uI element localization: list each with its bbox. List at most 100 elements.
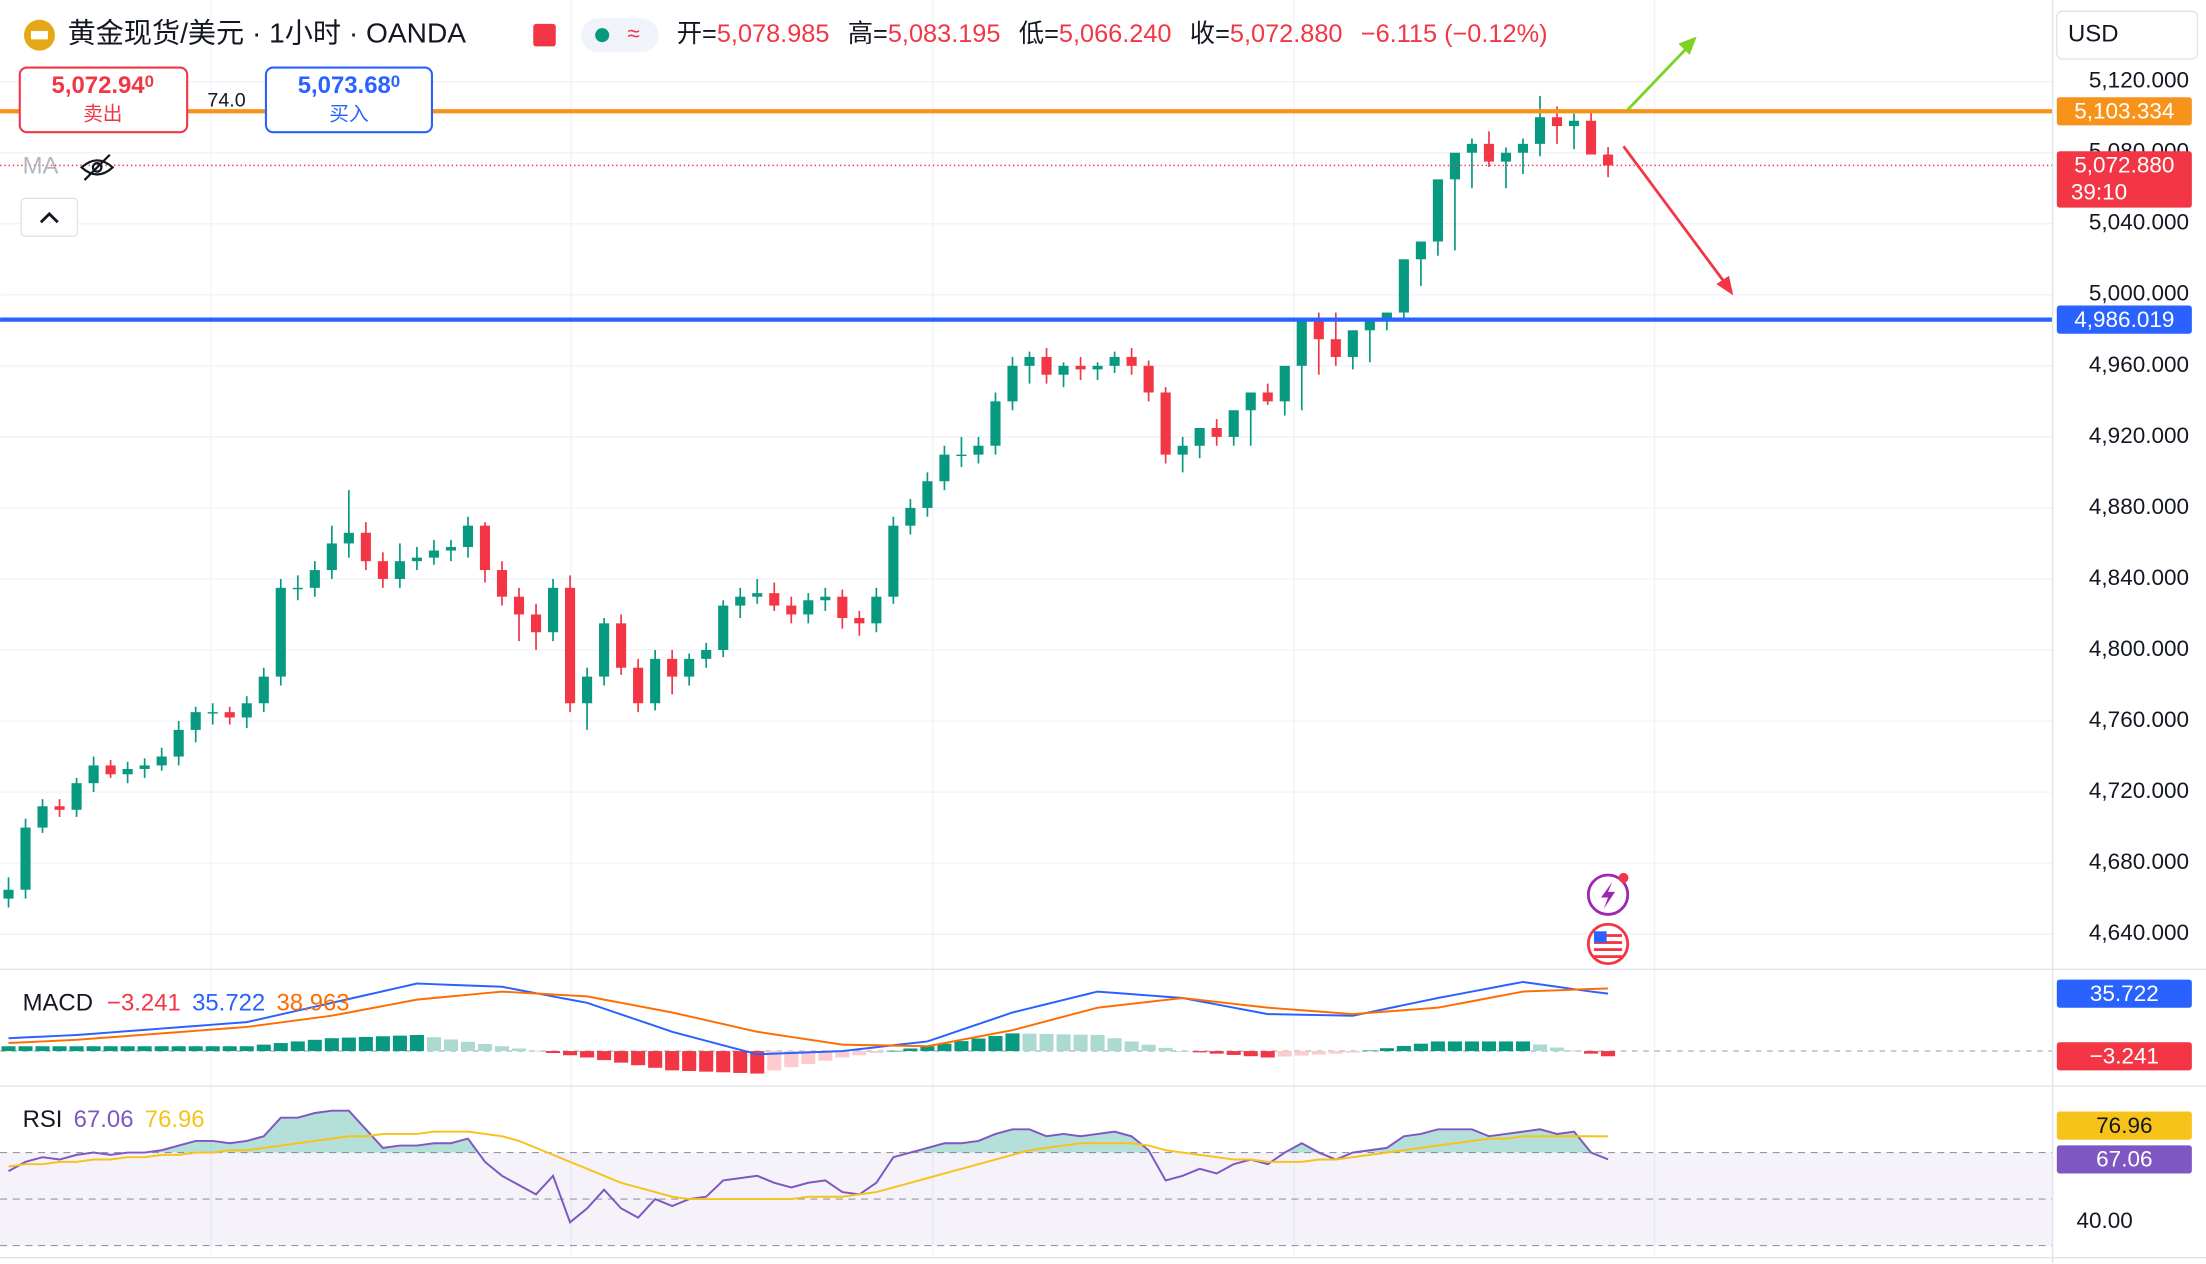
histogram-bar [920,1046,935,1052]
histogram-bar [1175,1051,1190,1052]
histogram-bar [1379,1048,1394,1052]
event-icon[interactable] [1586,872,1630,916]
status-wave: ≈ [628,21,640,46]
histogram-value: −3.241 [107,990,181,1017]
close-label: 收= [1190,20,1230,48]
y-tick-label: 40.00 [2076,1208,2132,1233]
candle-body [1211,427,1222,437]
histogram-bar [103,1046,118,1052]
candle-body [224,712,235,718]
candle-body [667,658,678,677]
candle-body [1143,365,1154,393]
indicator-label[interactable]: MA [23,153,59,180]
candle-body [1551,117,1563,127]
histogram-bar [971,1038,986,1052]
y-tick-label: 4,960.000 [2089,352,2189,377]
candle-body [1313,321,1324,340]
histogram-bar [443,1039,458,1052]
histogram-bar [682,1051,697,1072]
histogram-bar [1192,1051,1207,1053]
candle-body [1585,120,1597,155]
histogram-bar [222,1046,237,1052]
candle-body [888,525,899,597]
open-label: 开= [677,20,717,48]
candle-body [1092,365,1103,370]
histogram-bar [614,1051,629,1063]
candle-body [786,605,797,615]
last-price-tag-bg [2056,151,2192,208]
histogram-bar [324,1038,339,1052]
y-tick-label: 5,120.000 [2089,68,2189,93]
candle-body [54,806,65,810]
histogram-bar [273,1043,288,1052]
candle-body [752,593,763,597]
us-flag-icon[interactable] [1586,922,1630,966]
histogram-bar [477,1043,493,1052]
histogram-bar [1158,1047,1173,1052]
candle-body [1330,339,1341,357]
candle-body [718,605,729,650]
pane-title: MACD [23,990,93,1017]
histogram-bar [1430,1041,1445,1052]
histogram-bar [818,1051,833,1061]
candle-body [326,543,337,571]
candle-body [633,667,644,704]
hide-indicator-icon[interactable] [79,153,115,181]
histogram-bar [35,1046,50,1052]
level-tag-bg [2056,97,2192,126]
sell-label: 卖出 [83,104,122,126]
collapse-button[interactable] [20,197,79,238]
data-status[interactable] [581,18,659,53]
pane-title: RSI [23,1107,63,1134]
candle-body [990,401,1001,446]
histogram-bar [1413,1043,1428,1052]
candle-body [377,561,388,579]
status-dot [595,28,610,43]
candle-body [156,756,167,766]
currency-select[interactable]: USD [2056,10,2199,60]
histogram-bar [1515,1041,1531,1052]
histogram-bar [784,1051,799,1068]
histogram-bar [988,1035,1003,1052]
symbol-title[interactable]: 黄金现货/美元 · 1小时 · OANDA [68,18,467,49]
currency: USD [2068,20,2118,47]
svg-text:5,072.940: 5,072.940 [52,72,154,99]
histogram-bar [563,1051,578,1056]
histogram-bar [546,1051,561,1054]
buy-button[interactable]: 5,073.680 买入 [264,66,434,134]
histogram-bar [86,1046,101,1052]
candle-body [956,454,967,457]
candle-body [37,806,48,828]
candle-body [973,445,984,455]
histogram-bar [511,1048,527,1052]
candle-body [207,712,218,714]
level-tag: 5,103.334 [2074,99,2174,124]
candle-body [1296,321,1307,366]
candle-body [258,676,269,704]
high-value: 5,083.195 [888,20,1001,48]
histogram-bar [1532,1044,1548,1052]
candle-body [1517,143,1529,153]
histogram-bar [1,1046,16,1052]
histogram-bar [375,1036,390,1052]
market-status[interactable] [533,23,556,47]
candle-body [292,587,303,590]
histogram-bar [239,1046,254,1052]
histogram-bar [392,1035,407,1052]
candle-body [20,827,31,890]
candle-body [88,765,99,784]
histogram-bar [1005,1033,1020,1052]
histogram-bar [171,1046,186,1052]
histogram-bar [716,1051,731,1073]
candle-body [1347,330,1358,357]
candle-body [599,623,610,677]
candle-body [1041,356,1052,375]
sell-button[interactable]: 5,072.940 卖出 [18,66,189,134]
candle-body [71,783,82,810]
histogram-bar [358,1036,373,1052]
candle-body [445,546,457,551]
candle-body [650,658,661,704]
buy-price: 5,073.68 [298,73,391,100]
candle-body [1364,321,1375,331]
